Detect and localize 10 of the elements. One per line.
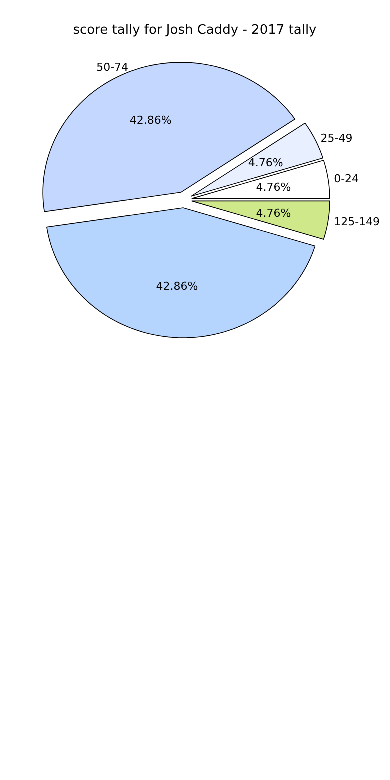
data-label: 42.86% [156,280,198,293]
slice-label: 125-149 [334,215,380,228]
data-label: 4.76% [248,156,284,170]
slice-label: 0-24 [334,172,360,186]
slice-label: 25-49 [320,132,353,145]
data-label: 4.76% [256,206,292,220]
data-label: 4.76% [256,181,292,194]
data-label: 42.86% [130,114,172,127]
slice-label: 50-74 [96,60,129,74]
chart-title: score tally for Josh Caddy - 2017 tally [73,23,318,38]
